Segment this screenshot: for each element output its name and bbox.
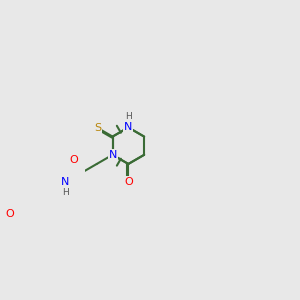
Text: N: N (124, 122, 133, 133)
Text: N: N (61, 177, 69, 187)
Text: S: S (94, 123, 101, 133)
Text: N: N (108, 150, 117, 160)
Text: O: O (69, 155, 78, 165)
Text: H: H (62, 188, 69, 197)
Text: O: O (5, 209, 14, 219)
Text: O: O (124, 176, 133, 187)
Text: H: H (125, 112, 132, 122)
